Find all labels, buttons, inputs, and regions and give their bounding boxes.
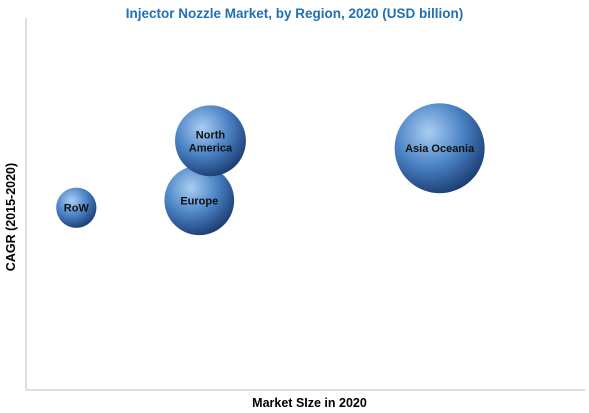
bubble-asia-oceania — [394, 103, 485, 194]
bubble-label-line: Europe — [180, 195, 218, 207]
bubble-label-line: Asia Oceania — [405, 143, 475, 155]
chart-title: Injector Nozzle Market, by Region, 2020 … — [125, 6, 464, 21]
bubble-row — [56, 187, 97, 228]
x-axis-label: Market SIze in 2020 — [252, 396, 367, 410]
bubble-label-line: RoW — [64, 203, 90, 215]
bubble-label-north-america: North America — [189, 129, 233, 154]
bubble-north-america — [175, 105, 246, 177]
bubble-europe — [164, 165, 235, 236]
bubble-label-line: America — [189, 142, 233, 154]
bubble-label-line: North — [196, 129, 226, 141]
bubble-label-asia-oceania: Asia Oceania — [405, 143, 475, 155]
bubble-label-europe: Europe — [180, 195, 218, 207]
y-axis-label: CAGR (2015-2020) — [4, 162, 18, 272]
bubble-label-row: RoW — [64, 203, 90, 215]
